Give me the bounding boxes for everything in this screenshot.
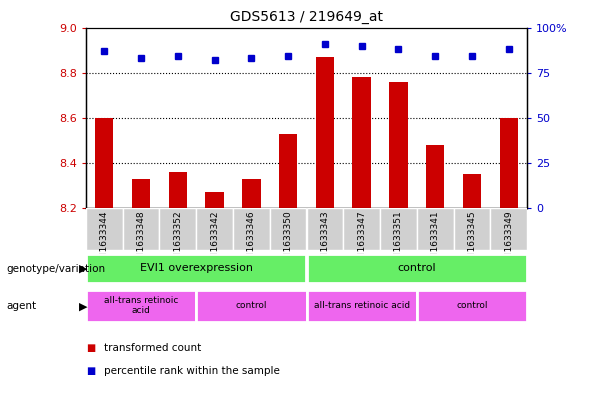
Text: ▶: ▶ [78,264,87,274]
Bar [500,118,518,208]
Bar [490,208,527,250]
Text: GSM1633348: GSM1633348 [137,210,145,271]
Text: GSM1633341: GSM1633341 [431,210,440,271]
Text: transformed count: transformed count [104,343,202,353]
Bar [463,174,481,208]
Bar [95,118,113,208]
Bar [86,208,123,250]
Bar [306,208,343,250]
Bar [352,77,371,208]
Text: GSM1633349: GSM1633349 [504,210,513,271]
Bar [123,208,159,250]
Bar [196,208,233,250]
Bar [159,208,196,250]
Bar [196,290,306,322]
Text: GSM1633347: GSM1633347 [357,210,366,271]
Bar [86,290,196,322]
Text: all-trans retinoic
acid: all-trans retinoic acid [104,296,178,315]
Text: EVI1 overexpression: EVI1 overexpression [140,263,253,273]
Bar [417,290,527,322]
Text: ■: ■ [86,366,95,376]
Text: all-trans retinoic acid: all-trans retinoic acid [314,301,409,310]
Bar [426,145,444,208]
Text: ■: ■ [86,343,95,353]
Text: control: control [235,301,267,310]
Bar [454,208,490,250]
Text: GSM1633345: GSM1633345 [468,210,476,271]
Bar [316,57,334,208]
Bar [132,179,150,208]
Bar [270,208,306,250]
Bar [389,82,408,208]
Text: GSM1633351: GSM1633351 [394,210,403,271]
Text: GDS5613 / 219649_at: GDS5613 / 219649_at [230,10,383,24]
Bar [306,290,417,322]
Bar [242,179,261,208]
Bar [233,208,270,250]
Bar [417,208,454,250]
Text: GSM1633343: GSM1633343 [321,210,329,271]
Bar [86,254,306,283]
Text: control: control [456,301,488,310]
Bar [380,208,417,250]
Text: percentile rank within the sample: percentile rank within the sample [104,366,280,376]
Text: GSM1633346: GSM1633346 [247,210,256,271]
Text: GSM1633352: GSM1633352 [173,210,182,271]
Text: ▶: ▶ [78,301,87,311]
Text: GSM1633342: GSM1633342 [210,210,219,271]
Text: control: control [397,263,436,273]
Text: genotype/variation: genotype/variation [6,264,105,274]
Bar [279,134,297,208]
Bar [343,208,380,250]
Text: GSM1633350: GSM1633350 [284,210,292,271]
Bar [205,193,224,208]
Text: GSM1633344: GSM1633344 [100,210,109,271]
Bar [169,172,187,208]
Text: agent: agent [6,301,36,311]
Bar [306,254,527,283]
